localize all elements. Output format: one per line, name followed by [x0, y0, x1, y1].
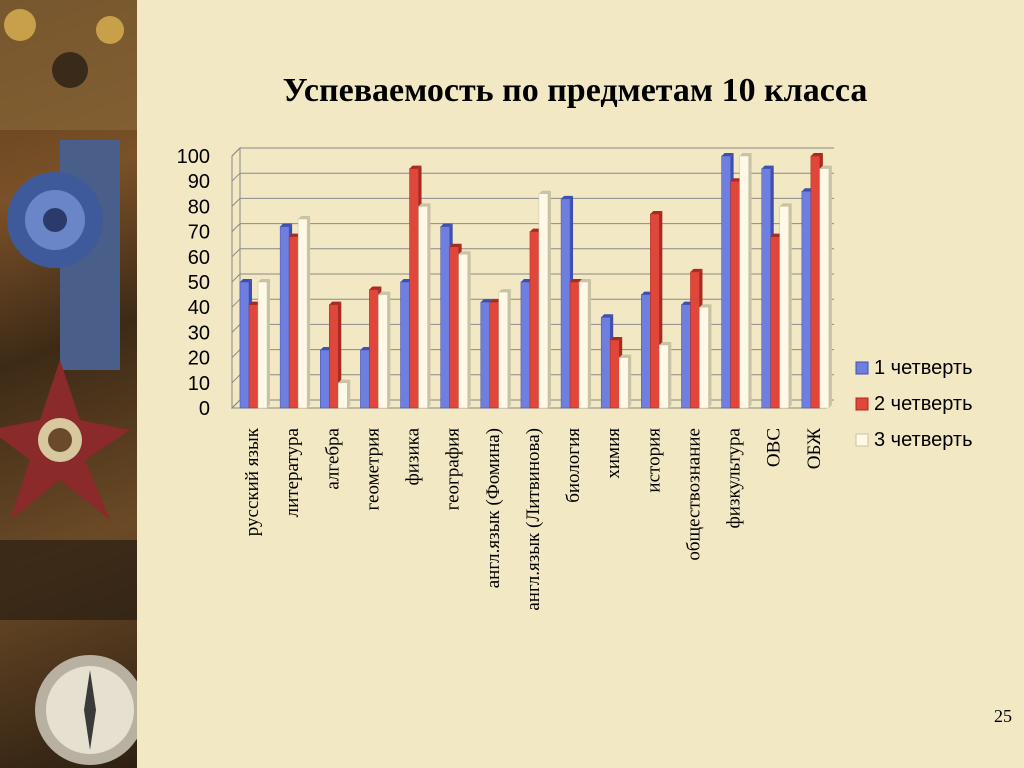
- bar: [297, 216, 311, 409]
- bar: [538, 190, 551, 409]
- gridline: [231, 197, 834, 207]
- bar: [659, 342, 672, 409]
- decorative-medals-image: [0, 0, 137, 768]
- bar: [578, 279, 592, 409]
- legend-label: 3 четверть: [874, 429, 973, 451]
- x-category-label: литература: [282, 427, 303, 517]
- bar: [779, 203, 792, 409]
- y-tick-label: 60: [188, 247, 210, 269]
- y-tick-label: 90: [188, 171, 210, 193]
- bar: [699, 304, 712, 409]
- y-tick-label: 100: [177, 146, 210, 168]
- x-category-label: геометрия: [362, 428, 383, 511]
- bar: [618, 354, 632, 409]
- legend-label: 1 четверть: [874, 357, 973, 379]
- bar: [739, 153, 752, 409]
- legend-swatch: [855, 397, 869, 411]
- gridline: [231, 172, 834, 182]
- legend-label: 2 четверть: [874, 393, 973, 415]
- y-tick-label: 70: [188, 222, 210, 244]
- x-category-label: физкультура: [724, 427, 745, 528]
- gridline: [231, 147, 834, 157]
- gridline: [231, 273, 834, 283]
- y-tick-label: 50: [188, 272, 210, 294]
- bar: [257, 279, 270, 409]
- x-category-label: биология: [563, 428, 584, 503]
- x-category-label: русский язык: [242, 427, 263, 536]
- y-tick-label: 0: [199, 398, 210, 420]
- legend-swatch: [855, 433, 869, 447]
- x-category-label: ОБЖ: [804, 427, 825, 469]
- x-category-label: ОВС: [764, 428, 785, 467]
- bar: [458, 251, 471, 409]
- slide-title: Успеваемость по предметам 10 класса: [282, 72, 868, 109]
- bar: [418, 203, 431, 409]
- x-category-label: англ.язык (Литвинова): [523, 428, 544, 611]
- bar: [378, 291, 391, 409]
- y-tick-label: 20: [188, 348, 210, 370]
- x-category-label: физика: [403, 427, 424, 485]
- medals-art-icon: [0, 0, 137, 765]
- y-tick-label: 10: [188, 373, 210, 395]
- x-category-label: география: [443, 428, 464, 511]
- x-category-label: англ.язык (Фомина): [483, 428, 504, 588]
- y-tick-label: 40: [188, 297, 210, 319]
- x-category-label: алгебра: [322, 427, 343, 489]
- x-category-label: химия: [603, 428, 624, 479]
- y-tick-label: 80: [188, 196, 210, 218]
- legend-swatch: [855, 361, 869, 375]
- bar: [819, 165, 832, 409]
- y-tick-label: 30: [188, 322, 210, 344]
- x-category-label: история: [643, 428, 664, 493]
- gridline: [231, 223, 834, 232]
- bar: [498, 289, 511, 409]
- page-number: 25: [994, 706, 1012, 726]
- bar: [338, 379, 351, 409]
- gridline: [231, 248, 834, 258]
- x-category-label: обществознание: [683, 428, 704, 561]
